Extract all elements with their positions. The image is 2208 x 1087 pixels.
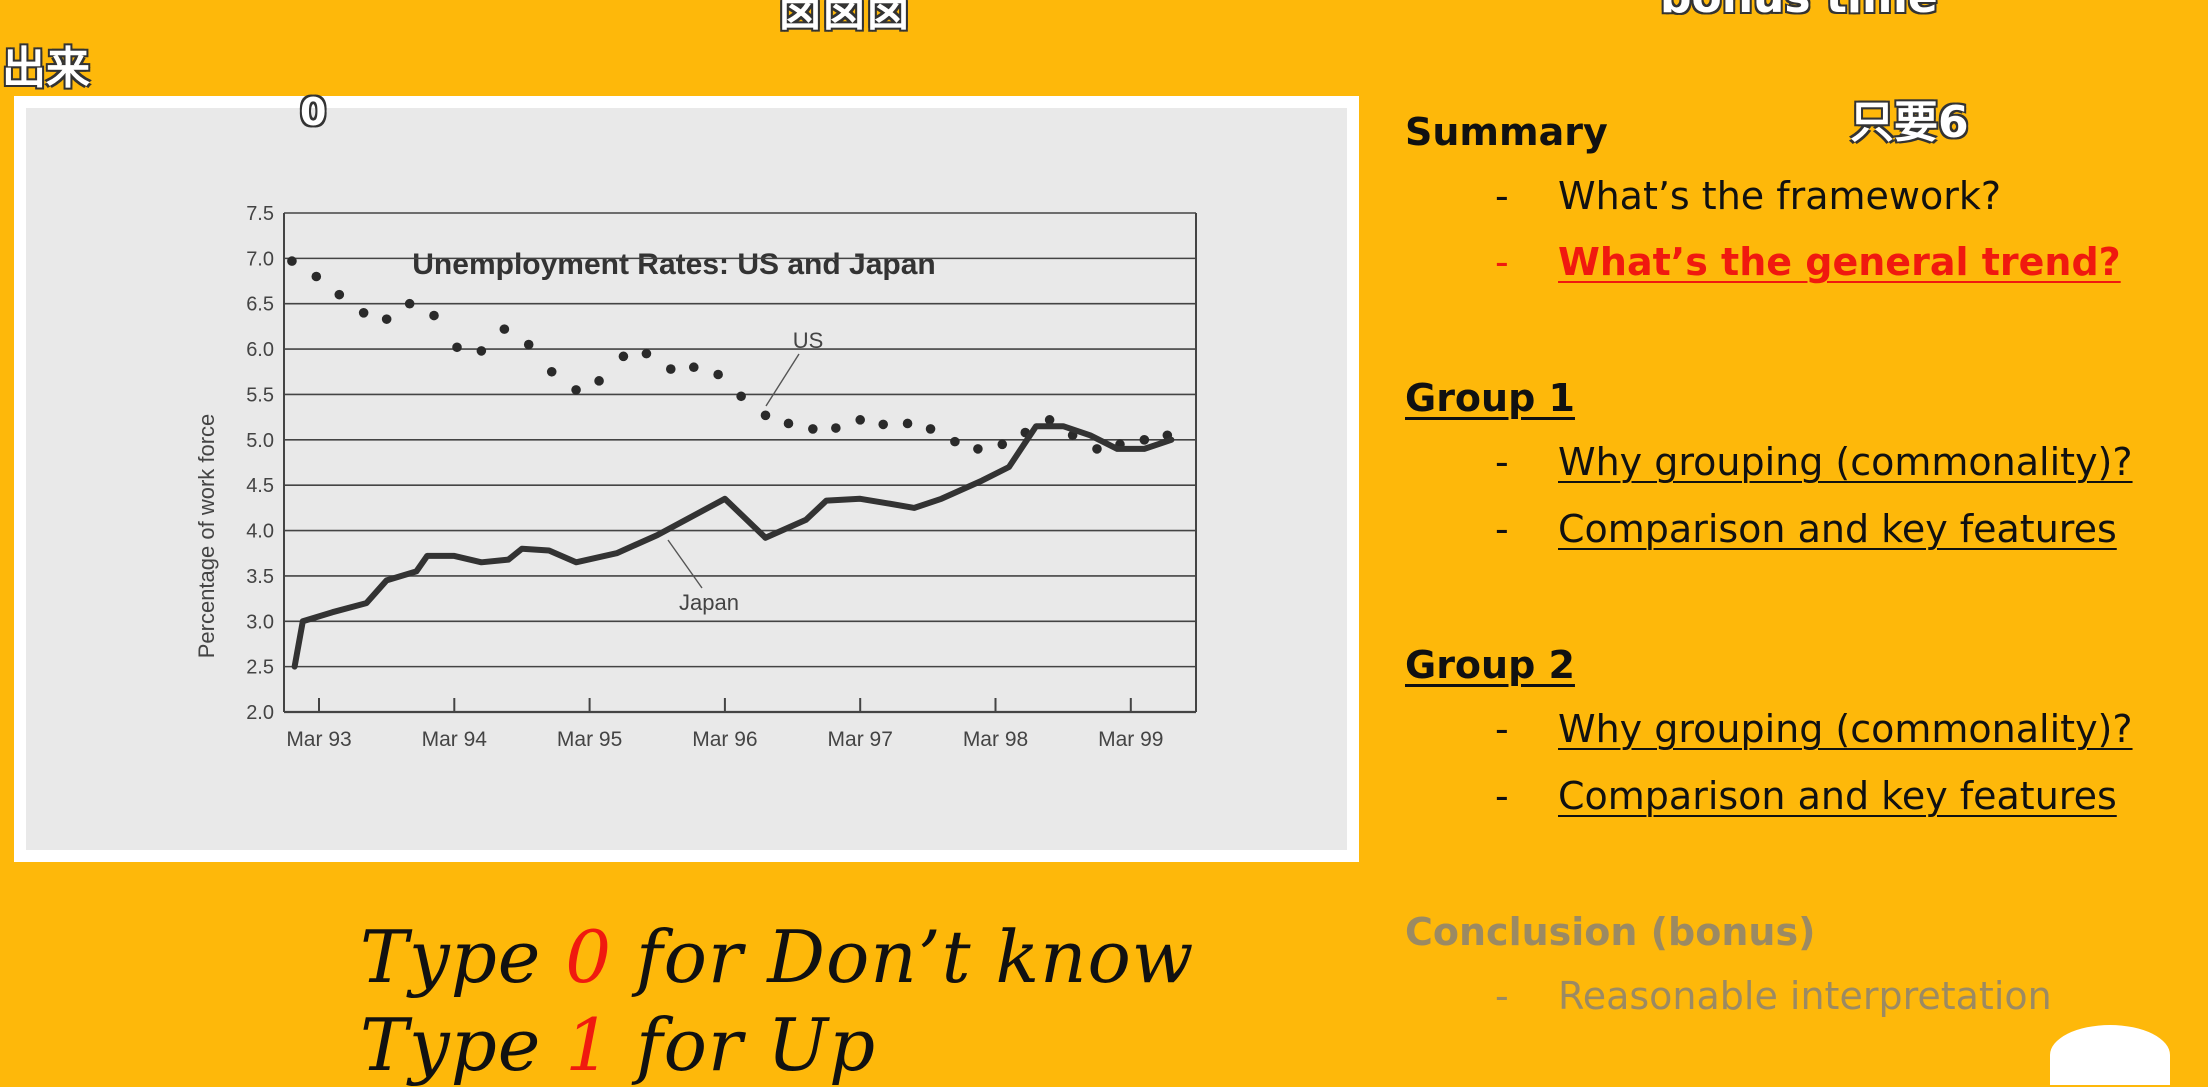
- chart-panel: Unemployment Rates: US and Japan Percent…: [14, 96, 1359, 862]
- instruction-suffix: for Up: [612, 1003, 877, 1087]
- danmaku-comment-top-center: 卤卤卤: [778, 0, 910, 36]
- y-tick-label: 3.0: [246, 611, 274, 633]
- us-data-point: [381, 314, 392, 324]
- us-data-point: [713, 369, 723, 380]
- y-tick-label: 5.0: [246, 430, 274, 452]
- y-tick-label: 7.5: [246, 203, 274, 225]
- japan-label-leader: [667, 539, 703, 589]
- bullet-dash: -: [1495, 240, 1509, 284]
- us-data-point: [523, 339, 534, 350]
- instruction-number-zero: 0: [565, 915, 613, 999]
- us-data-point: [311, 271, 322, 282]
- us-data-point: [878, 419, 889, 430]
- y-tick-label: 3.5: [246, 566, 274, 588]
- instruction-line-2: Type 1 for Up: [360, 1003, 876, 1087]
- bullet-dash: -: [1495, 974, 1509, 1018]
- japan-series-label: Japan: [679, 590, 739, 615]
- us-data-point: [1044, 415, 1055, 425]
- x-tick-label: Mar 96: [692, 728, 757, 751]
- instruction-prefix: Type: [360, 1003, 566, 1087]
- us-data-point: [571, 385, 581, 395]
- us-data-point: [855, 415, 865, 425]
- group1-item-label: Why grouping (commonality)?: [1558, 440, 2133, 484]
- summary-heading: Summary: [1405, 110, 1608, 154]
- x-tick-label: Mar 93: [286, 728, 351, 751]
- us-label-leader: [765, 353, 800, 407]
- us-data-point: [950, 436, 960, 447]
- instruction-prefix: Type: [360, 915, 566, 999]
- mascot-avatar: [2050, 1025, 2170, 1085]
- us-data-point: [1139, 435, 1150, 445]
- us-data-point: [760, 410, 771, 421]
- us-data-point: [925, 424, 936, 434]
- y-tick-label: 4.0: [246, 521, 274, 543]
- chart-scan-background: [26, 108, 1347, 850]
- us-data-point: [831, 423, 841, 433]
- group2-heading: Group 2: [1405, 643, 1575, 687]
- bullet-dash: -: [1495, 774, 1509, 818]
- group2-item-label: Comparison and key features: [1558, 774, 2117, 818]
- summary-item-label: What’s the framework?: [1558, 174, 2002, 218]
- us-data-point: [476, 346, 487, 356]
- bullet-dash: -: [1495, 174, 1509, 218]
- us-data-point: [546, 366, 557, 377]
- bullet-dash: -: [1495, 440, 1509, 484]
- instruction-suffix: for Don’t know: [612, 915, 1195, 999]
- summary-item-label: What’s the general trend?: [1558, 240, 2121, 284]
- x-tick-label: Mar 97: [828, 728, 893, 751]
- us-series-label: US: [793, 328, 824, 353]
- group1-item-label: Comparison and key features: [1558, 507, 2117, 551]
- y-tick-label: 4.5: [246, 475, 274, 497]
- us-data-point: [641, 348, 652, 359]
- x-tick-label: Mar 95: [557, 728, 622, 751]
- instruction-number-one: 1: [565, 1003, 613, 1087]
- us-data-point: [688, 362, 699, 373]
- us-data-point: [808, 424, 818, 434]
- us-data-point: [618, 351, 629, 362]
- y-tick-label: 6.5: [246, 294, 274, 316]
- group2-item-label: Why grouping (commonality)?: [1558, 707, 2133, 751]
- us-data-point: [902, 418, 913, 429]
- unemployment-chart: Unemployment Rates: US and Japan Percent…: [26, 108, 1347, 850]
- x-tick-label: Mar 94: [422, 728, 488, 751]
- us-data-point: [499, 324, 510, 334]
- conclusion-heading: Conclusion (bonus): [1405, 910, 1816, 954]
- chart-y-axis-label: Percentage of work force: [194, 414, 219, 659]
- us-data-point: [404, 298, 415, 309]
- danmaku-comment-right: 只要6: [1850, 97, 1969, 148]
- danmaku-comment-left: 出来: [2, 43, 90, 94]
- instruction-line-1: Type 0 for Don’t know: [360, 915, 1194, 999]
- us-data-point: [334, 289, 345, 300]
- us-data-point: [783, 418, 794, 429]
- us-data-point: [287, 256, 297, 266]
- us-data-point: [358, 308, 369, 318]
- us-data-point: [665, 364, 676, 374]
- bullet-dash: -: [1495, 707, 1509, 751]
- us-data-point: [973, 444, 983, 454]
- us-data-point: [429, 310, 439, 321]
- japan-series-line: [291, 423, 1175, 670]
- bullet-dash: -: [1495, 507, 1509, 551]
- us-data-point: [997, 439, 1008, 450]
- y-tick-label: 6.0: [246, 339, 274, 361]
- y-tick-label: 5.5: [246, 384, 274, 406]
- danmaku-comment-zero: 0: [300, 90, 327, 134]
- chart-title: Unemployment Rates: US and Japan: [412, 248, 935, 281]
- y-tick-label: 7.0: [246, 248, 274, 270]
- y-tick-label: 2.0: [246, 702, 274, 724]
- x-tick-label: Mar 99: [1098, 728, 1163, 751]
- us-data-point: [452, 342, 462, 353]
- us-data-point: [736, 391, 746, 402]
- us-data-point: [1092, 444, 1102, 454]
- group1-heading: Group 1: [1405, 376, 1575, 420]
- us-data-point: [594, 376, 604, 386]
- x-tick-label: Mar 98: [963, 728, 1028, 751]
- danmaku-comment-top-right: bonus time: [1660, 0, 1938, 23]
- y-tick-label: 2.5: [246, 657, 274, 679]
- conclusion-item-label: Reasonable interpretation: [1558, 974, 2052, 1018]
